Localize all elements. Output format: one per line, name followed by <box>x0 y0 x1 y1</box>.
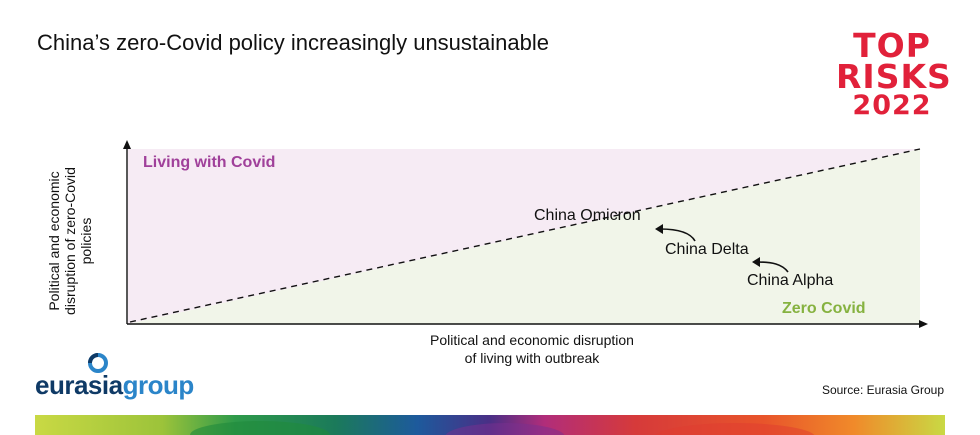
decorative-color-band <box>35 415 945 435</box>
alpha-to-delta-arrowhead-icon <box>752 257 760 267</box>
eurasia-group-wordmark: eurasiagroup <box>35 370 194 401</box>
brand-line-risks: RISKS <box>836 57 952 96</box>
logo-word-eurasia: eurasia <box>35 370 123 400</box>
x-axis-label-line1: Political and economic disruption <box>430 332 634 348</box>
alpha-to-delta-arrow <box>756 261 789 273</box>
delta-to-omicron-arrowhead-icon <box>655 224 663 234</box>
brand-line-year: 2022 <box>852 90 932 121</box>
eurasia-group-mark-icon <box>88 353 108 373</box>
living-with-covid-label: Living with Covid <box>143 154 276 171</box>
y-axis-label: Political and economic disruption of zer… <box>46 166 94 315</box>
point-label-china-delta: China Delta <box>665 241 749 258</box>
delta-to-omicron-arrow <box>659 228 696 242</box>
point-label-china-alpha: China Alpha <box>747 272 834 289</box>
x-axis-label-line2: of living with outbreak <box>464 350 600 366</box>
x-axis-arrow-icon <box>919 320 928 328</box>
source-note: Source: Eurasia Group <box>821 383 944 397</box>
point-label-china-omicron: China Omicron <box>534 207 641 224</box>
logo-word-group: group <box>122 370 195 400</box>
y-axis-label-box: Political and economic disruption of zer… <box>30 158 110 323</box>
dividing-dashed-line <box>129 148 921 323</box>
zero-covid-label: Zero Covid <box>782 300 866 317</box>
top-risks-logo: TOP RISKS 2022 <box>836 26 952 121</box>
brand-line-top: TOP <box>853 26 931 65</box>
y-axis-arrow-icon <box>123 140 131 149</box>
page-title: China’s zero-Covid policy increasingly u… <box>37 30 549 55</box>
eurasia-group-logo: eurasiagroup <box>35 352 195 400</box>
x-axis-label: Political and economic disruption of liv… <box>382 331 682 367</box>
